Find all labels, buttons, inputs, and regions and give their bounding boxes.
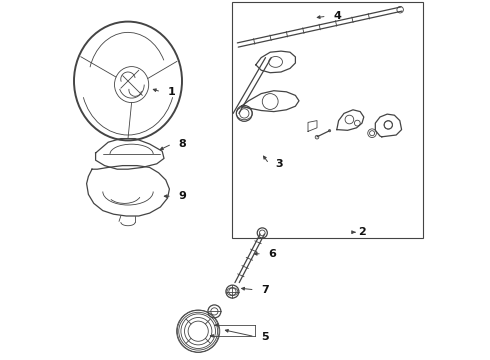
Text: 9: 9 <box>178 191 186 201</box>
Text: 5: 5 <box>261 332 269 342</box>
Bar <box>232 2 423 238</box>
Text: 3: 3 <box>275 159 283 169</box>
Text: 2: 2 <box>358 227 366 237</box>
Text: 8: 8 <box>178 139 186 149</box>
Text: 7: 7 <box>261 285 269 295</box>
Text: 1: 1 <box>168 87 175 97</box>
Text: 6: 6 <box>269 249 276 259</box>
Text: 4: 4 <box>333 11 341 21</box>
